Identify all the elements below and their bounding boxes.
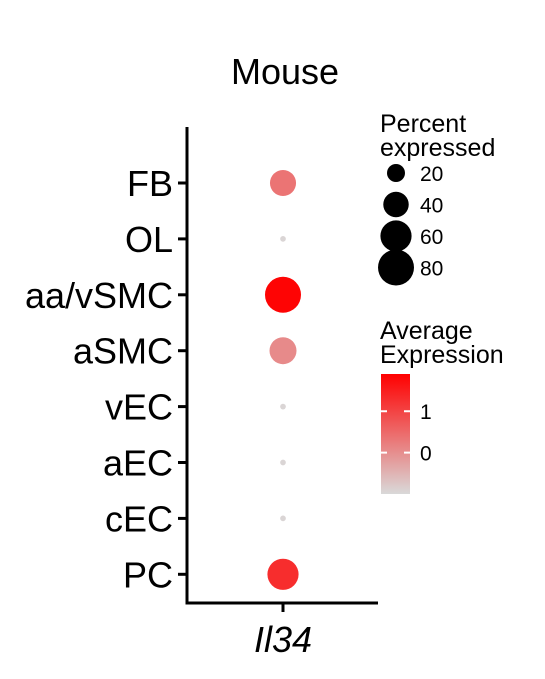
y-tick-label: cEC — [105, 498, 173, 539]
data-point — [280, 403, 286, 410]
data-point — [280, 515, 286, 522]
color-legend: Average Expression 10 — [380, 317, 504, 494]
size-legend-dot — [383, 191, 409, 218]
x-axis-ticks: Il34 — [254, 603, 312, 660]
data-point — [269, 169, 297, 197]
size-legend-title-line2: expressed — [380, 134, 495, 162]
y-tick-label: vEC — [105, 387, 173, 428]
data-points — [265, 169, 301, 590]
size-legend-dot — [378, 249, 414, 286]
size-legend-label: 60 — [420, 226, 443, 249]
size-legend-label: 80 — [420, 258, 443, 281]
y-tick-label: PC — [123, 554, 173, 595]
data-point — [265, 276, 301, 313]
y-axis-ticks: FB OL aa/vSMC aSMC vEC aEC cEC PC — [25, 163, 187, 595]
color-legend-items: 10 — [381, 401, 432, 466]
size-legend-items: 20 40 60 80 — [378, 163, 443, 286]
y-tick-label: aa/vSMC — [25, 275, 173, 316]
color-legend-title-line2: Expression — [380, 341, 504, 369]
color-legend-label: 1 — [420, 401, 432, 424]
chart-title: Mouse — [231, 51, 339, 92]
data-point — [267, 558, 299, 590]
data-point — [280, 459, 286, 466]
color-legend-bar — [381, 374, 410, 494]
size-legend-label: 40 — [420, 195, 443, 218]
y-tick-label: aEC — [103, 443, 173, 484]
size-legend: Percent expressed 20 40 60 80 — [378, 110, 495, 286]
size-legend-dot — [380, 220, 412, 252]
color-legend-label: 0 — [420, 443, 432, 466]
y-tick-label: FB — [127, 163, 173, 204]
size-legend-dot — [387, 164, 405, 182]
data-point — [269, 337, 297, 365]
color-legend-title-line1: Average — [380, 317, 473, 345]
y-tick-label: OL — [125, 219, 173, 260]
data-point — [280, 236, 286, 242]
size-legend-title-line1: Percent — [380, 110, 466, 138]
y-tick-label: aSMC — [73, 331, 173, 372]
size-legend-label: 20 — [420, 163, 443, 186]
x-tick-label: Il34 — [254, 619, 312, 660]
